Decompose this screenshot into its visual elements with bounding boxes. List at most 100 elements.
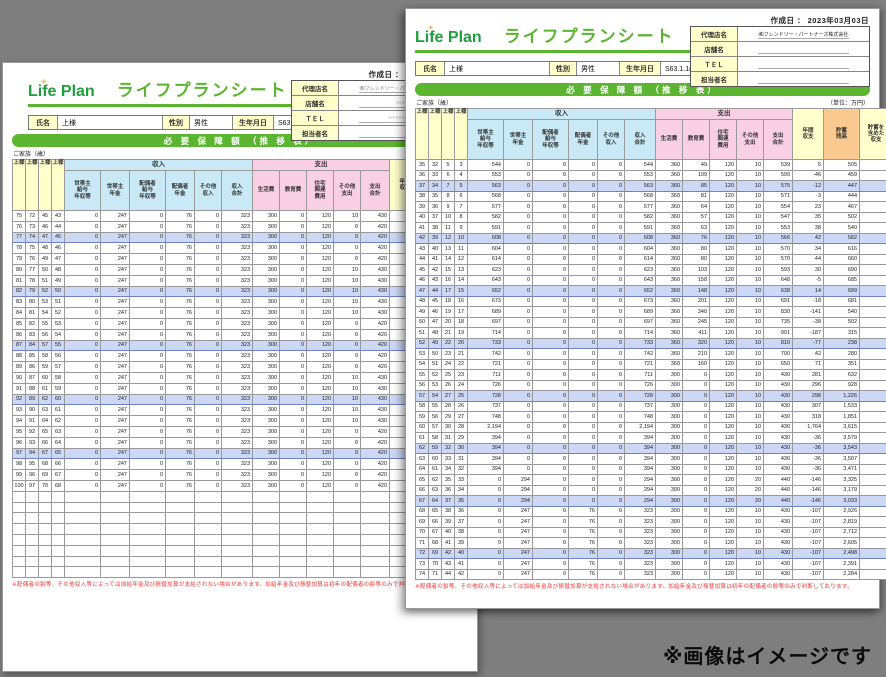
table-cell: 76 bbox=[165, 479, 195, 492]
table-cell: 0 bbox=[467, 537, 504, 549]
annual-balance-header: 年間 収支 bbox=[792, 108, 825, 160]
table-cell: 323 bbox=[623, 568, 657, 580]
table-cell: 81 bbox=[12, 274, 26, 287]
table-cell: 79 bbox=[12, 253, 26, 265]
table-cell: 0 bbox=[568, 463, 598, 475]
table-cell: 0 bbox=[597, 379, 625, 391]
table-cell: 54 bbox=[38, 307, 52, 319]
table-cell: 652 bbox=[623, 285, 657, 297]
table-cell: 300 bbox=[655, 369, 684, 381]
table-cell: 80 bbox=[682, 253, 711, 265]
table-cell: 608 bbox=[623, 232, 657, 244]
table-cell: 99 bbox=[12, 469, 26, 481]
table-cell: 70 bbox=[38, 479, 52, 492]
table-cell: 420 bbox=[360, 242, 391, 255]
table-cell: 726 bbox=[467, 379, 504, 391]
table-cell: 568 bbox=[623, 190, 657, 202]
table-cell: 120 bbox=[709, 526, 738, 538]
table-row: 54512422721000072136016012010650713510 bbox=[415, 358, 886, 370]
table-cell: 0 bbox=[503, 274, 533, 286]
table-cell: 247 bbox=[100, 231, 130, 244]
table-cell bbox=[51, 512, 65, 525]
table-cell bbox=[12, 523, 26, 535]
table-cell: 0 bbox=[194, 285, 222, 298]
column-header: 住宅 関連 費用 bbox=[709, 119, 738, 160]
table-cell: 30 bbox=[441, 421, 455, 433]
table-cell: 52 bbox=[415, 337, 429, 349]
table-cell: 46 bbox=[428, 306, 442, 318]
table-cell: 280 bbox=[823, 348, 861, 360]
table-cell: 76 bbox=[568, 547, 598, 559]
table-cell: 420 bbox=[360, 436, 391, 449]
table-cell: 46 bbox=[415, 274, 429, 286]
table-cell: 0 bbox=[279, 317, 308, 330]
table-cell: 55 bbox=[428, 400, 442, 412]
table-cell: 0 bbox=[597, 390, 625, 402]
green-rule bbox=[28, 104, 313, 107]
table-cell: 42 bbox=[441, 547, 455, 559]
table-cell: 0 bbox=[64, 350, 101, 363]
table-cell: -107 bbox=[792, 568, 825, 580]
table-cell: 76 bbox=[165, 469, 195, 481]
table-cell: 120 bbox=[709, 274, 738, 286]
table-cell: 0 bbox=[333, 253, 362, 265]
table-cell: 7 bbox=[441, 180, 455, 192]
table-cell: 0 bbox=[503, 211, 533, 223]
table-cell: 56 bbox=[428, 411, 442, 423]
table-cell: 360 bbox=[655, 169, 684, 181]
agency-row: 担当者名 bbox=[292, 126, 470, 140]
table-cell: 0 bbox=[129, 231, 166, 244]
table-cell bbox=[38, 555, 52, 568]
table-cell: 247 bbox=[503, 526, 533, 538]
column-header: 教育費 bbox=[279, 170, 308, 211]
table-cell: 0 bbox=[467, 568, 504, 580]
table-cell: -3 bbox=[792, 190, 825, 202]
table-cell: 699 bbox=[823, 285, 861, 297]
table-cell: 76 bbox=[165, 458, 195, 471]
table-cell: 30 bbox=[792, 264, 825, 276]
table-cell: 0 bbox=[279, 479, 308, 492]
agency-label: 店舗名 bbox=[691, 42, 738, 56]
table-cell bbox=[165, 566, 195, 579]
table-cell bbox=[165, 512, 195, 525]
table-cell: 51 bbox=[51, 296, 65, 309]
table-cell: 120 bbox=[306, 307, 335, 319]
table-cell: 430 bbox=[763, 421, 794, 433]
table-cell: 0 bbox=[597, 306, 625, 318]
table-cell: 0 bbox=[568, 348, 598, 360]
table-cell bbox=[279, 512, 308, 525]
table-cell: 56 bbox=[51, 350, 65, 363]
table-cell: 0 bbox=[194, 253, 222, 265]
table-cell: 0 bbox=[129, 263, 166, 276]
table-cell: 0 bbox=[532, 484, 569, 496]
table-cell: 300 bbox=[655, 463, 684, 475]
table-cell: 120 bbox=[709, 505, 738, 517]
table-cell: 733 bbox=[623, 337, 657, 349]
table-cell: 447 bbox=[823, 180, 861, 192]
table-cell: 0 bbox=[194, 458, 222, 471]
table-cell: 394 bbox=[467, 432, 504, 444]
family-member-header: 上様 bbox=[415, 108, 429, 160]
table-cell: 2,712 bbox=[823, 526, 861, 538]
table-cell: 0 bbox=[568, 379, 598, 391]
table-cell: 49 bbox=[51, 274, 65, 287]
table-cell: 87 bbox=[12, 339, 26, 352]
table-cell: 42 bbox=[454, 568, 468, 580]
table-cell: 0 bbox=[682, 495, 711, 507]
table-cell: 37 bbox=[428, 211, 442, 223]
table-cell: 0 bbox=[859, 169, 886, 181]
table-cell: 300 bbox=[655, 568, 684, 580]
table-cell: 0 bbox=[64, 393, 101, 406]
table-cell: 0 bbox=[129, 317, 166, 330]
table-cell: 0 bbox=[194, 447, 222, 460]
table-cell: 47 bbox=[415, 285, 429, 297]
table-cell: 0 bbox=[532, 474, 569, 486]
table-cell: 0 bbox=[568, 432, 598, 444]
table-cell: 300 bbox=[252, 328, 281, 341]
table-cell: 36 bbox=[428, 201, 442, 213]
family-member-header: 上様 bbox=[454, 108, 468, 160]
table-cell: 0 bbox=[859, 547, 886, 559]
table-cell: -107 bbox=[792, 547, 825, 559]
